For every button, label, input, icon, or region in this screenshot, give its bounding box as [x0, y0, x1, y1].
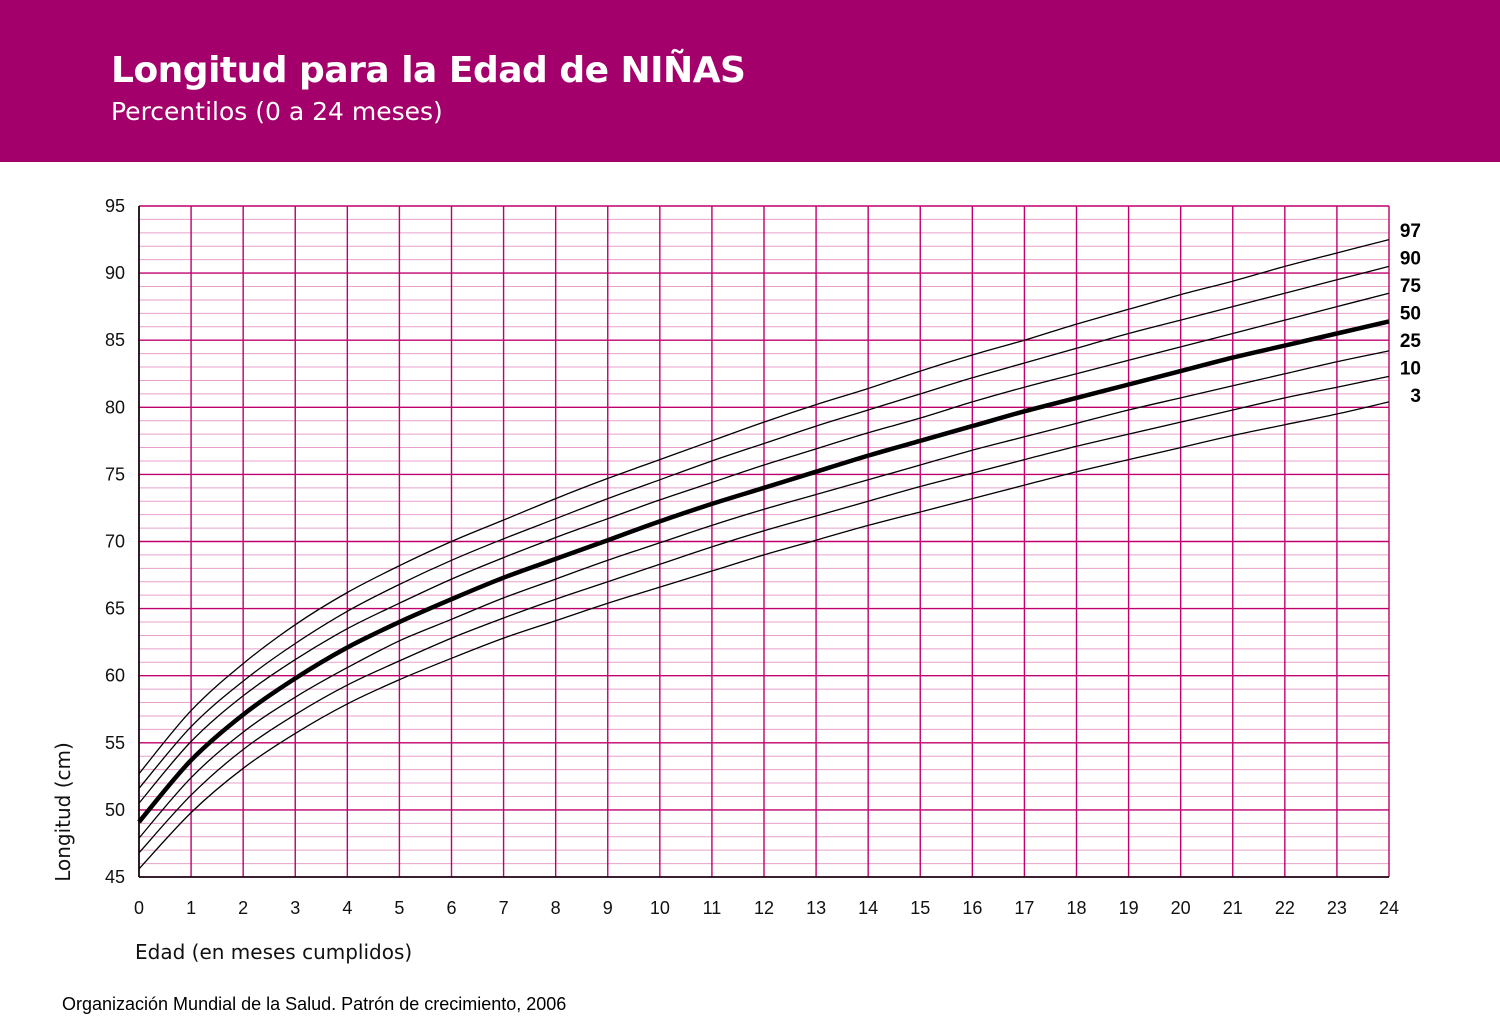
percentile-curve-p97 [138, 238, 1390, 775]
x-tick-label: 21 [1223, 898, 1243, 918]
y-tick-label: 85 [105, 330, 125, 350]
x-tick-label: 19 [1119, 898, 1139, 918]
y-axis-ticks: 45 50 55 60 65 70 75 80 85 90 95 [105, 196, 125, 887]
percentile-curves [137, 238, 1390, 870]
percentile-label-p10: 10 [1400, 359, 1421, 380]
percentile-curve-p75 [138, 292, 1390, 804]
x-tick-label: 18 [1066, 898, 1086, 918]
x-tick-label: 2 [238, 898, 248, 918]
x-tick-label: 4 [342, 898, 352, 918]
y-tick-label: 75 [105, 464, 125, 484]
x-tick-label: 14 [858, 898, 878, 918]
x-tick-label: 8 [551, 898, 561, 918]
x-tick-label: 7 [499, 898, 509, 918]
y-tick-label: 65 [105, 599, 125, 619]
header-banner: Longitud para la Edad de NIÑAS Percentil… [0, 0, 1500, 162]
percentile-labels: 97 90 75 50 25 10 3 [1400, 221, 1422, 407]
y-tick-label: 55 [105, 733, 125, 753]
x-tick-label: 1 [186, 898, 196, 918]
x-tick-label: 0 [134, 898, 144, 918]
x-axis-ticks: 0 1 2 3 4 5 6 7 8 9 10 11 12 13 14 15 16 17 18 19 20 21 22 23 24 [134, 898, 1399, 918]
source-note: Organización Mundial de la Salud. Patrón… [62, 994, 567, 1014]
major-gridlines [138, 205, 1390, 878]
x-tick-label: 15 [910, 898, 930, 918]
percentile-curve-p25 [138, 350, 1390, 839]
chart-subtitle: Percentilos (0 a 24 meses) [111, 97, 443, 126]
percentile-label-p50: 50 [1400, 304, 1421, 325]
percentile-curve-p10 [138, 375, 1390, 854]
percentile-label-p75: 75 [1400, 276, 1422, 297]
x-tick-label: 12 [754, 898, 774, 918]
percentile-curve-p90 [138, 265, 1390, 789]
x-tick-label: 11 [703, 898, 722, 918]
x-tick-label: 6 [446, 898, 456, 918]
y-axis-label: Longitud (cm) [51, 742, 75, 882]
percentile-label-p3: 3 [1410, 386, 1421, 407]
y-tick-label: 70 [105, 532, 125, 552]
y-tick-label: 80 [105, 397, 125, 417]
x-tick-label: 17 [1014, 898, 1034, 918]
x-tick-label: 20 [1171, 898, 1191, 918]
y-tick-label: 60 [105, 666, 125, 686]
y-tick-label: 50 [105, 800, 125, 820]
x-tick-label: 9 [603, 898, 613, 918]
y-tick-label: 95 [105, 196, 125, 216]
percentile-curve-p50 [137, 319, 1390, 824]
x-tick-label: 13 [806, 898, 826, 918]
percentile-label-p97: 97 [1400, 221, 1421, 242]
y-tick-label: 90 [105, 263, 125, 283]
percentile-label-p90: 90 [1400, 249, 1421, 270]
x-axis-label: Edad (en meses cumplidos) [135, 940, 413, 964]
x-tick-label: 3 [290, 898, 300, 918]
y-tick-label: 45 [105, 867, 125, 887]
chart-title: Longitud para la Edad de NIÑAS [111, 50, 746, 91]
x-tick-label: 10 [650, 898, 670, 918]
x-tick-label: 22 [1275, 898, 1295, 918]
percentile-label-p25: 25 [1400, 331, 1422, 352]
x-tick-label: 5 [394, 898, 404, 918]
x-tick-label: 24 [1379, 898, 1399, 918]
x-tick-label: 23 [1327, 898, 1347, 918]
percentile-curve-p3 [138, 401, 1390, 870]
x-tick-label: 16 [962, 898, 982, 918]
